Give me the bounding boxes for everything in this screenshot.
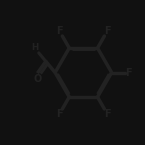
Text: F: F <box>56 26 62 36</box>
Text: H: H <box>31 43 38 52</box>
Text: F: F <box>104 109 111 119</box>
Text: F: F <box>104 26 111 36</box>
Text: F: F <box>125 68 132 77</box>
Text: F: F <box>56 109 62 119</box>
Text: O: O <box>33 74 42 84</box>
